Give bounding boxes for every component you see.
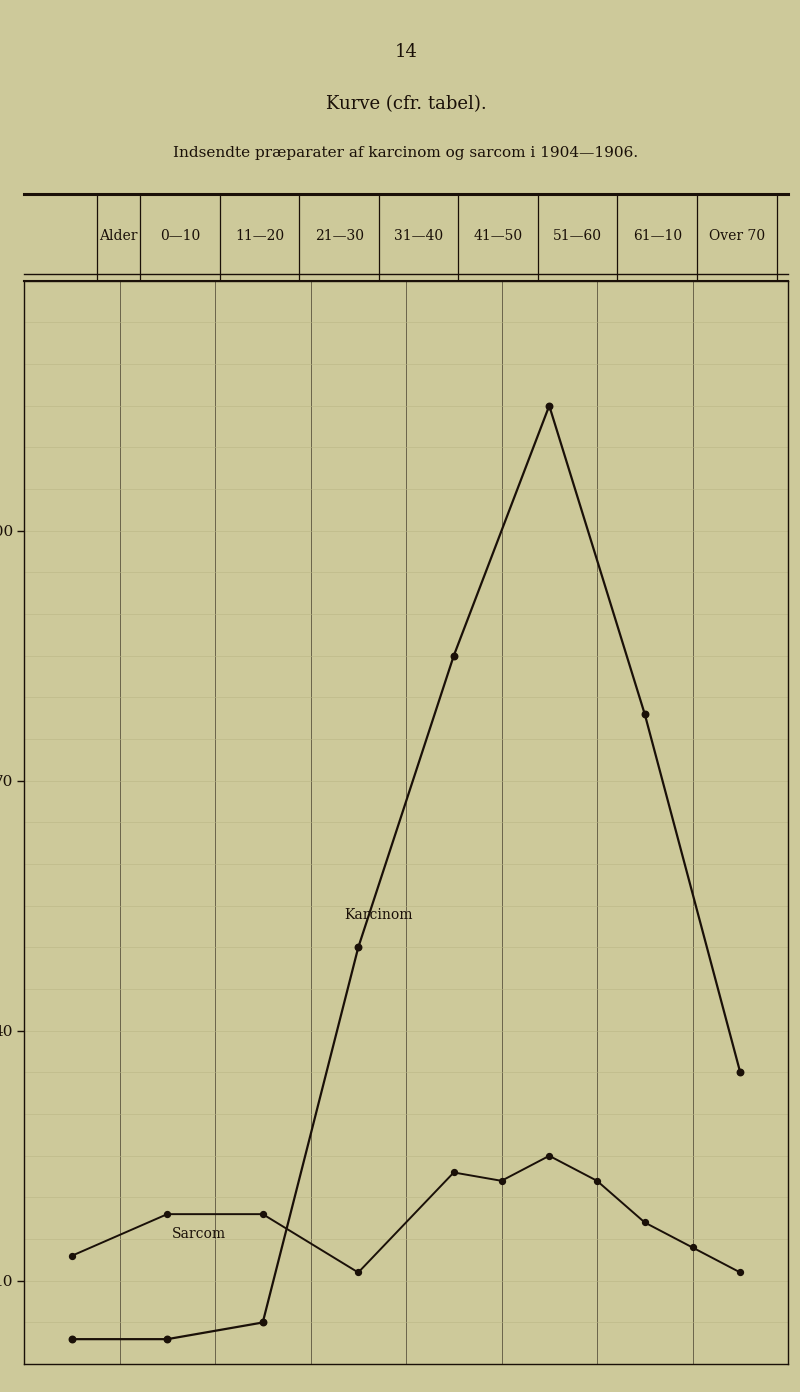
Point — [543, 394, 556, 416]
Text: 21—30: 21—30 — [314, 228, 364, 242]
Text: Indsendte præparater af karcinom og sarcom i 1904—1906.: Indsendte præparater af karcinom og sarc… — [174, 146, 638, 160]
Text: Sarcom: Sarcom — [172, 1226, 226, 1240]
Text: Kurve (cfr. tabel).: Kurve (cfr. tabel). — [326, 96, 486, 113]
Point — [447, 644, 460, 667]
Point — [543, 1144, 556, 1166]
Point — [638, 703, 651, 725]
Point — [352, 937, 365, 959]
Text: Alder: Alder — [99, 228, 138, 242]
Point — [66, 1244, 78, 1267]
Text: 51—60: 51—60 — [554, 228, 602, 242]
Point — [590, 1169, 603, 1192]
Text: 11—20: 11—20 — [235, 228, 284, 242]
Point — [638, 1211, 651, 1233]
Text: 41—50: 41—50 — [474, 228, 522, 242]
Point — [161, 1328, 174, 1350]
Point — [447, 1161, 460, 1183]
Point — [256, 1203, 269, 1225]
Point — [686, 1236, 699, 1258]
Point — [495, 1169, 508, 1192]
Point — [256, 1311, 269, 1334]
Text: 14: 14 — [394, 43, 418, 61]
Text: 31—40: 31—40 — [394, 228, 443, 242]
Point — [734, 1061, 746, 1083]
Point — [352, 1261, 365, 1283]
Text: 61—10: 61—10 — [633, 228, 682, 242]
Text: Over 70: Over 70 — [709, 228, 765, 242]
Text: Karcinom: Karcinom — [344, 909, 413, 923]
Point — [734, 1261, 746, 1283]
Point — [66, 1328, 78, 1350]
Text: 0—10: 0—10 — [160, 228, 200, 242]
Point — [161, 1203, 174, 1225]
